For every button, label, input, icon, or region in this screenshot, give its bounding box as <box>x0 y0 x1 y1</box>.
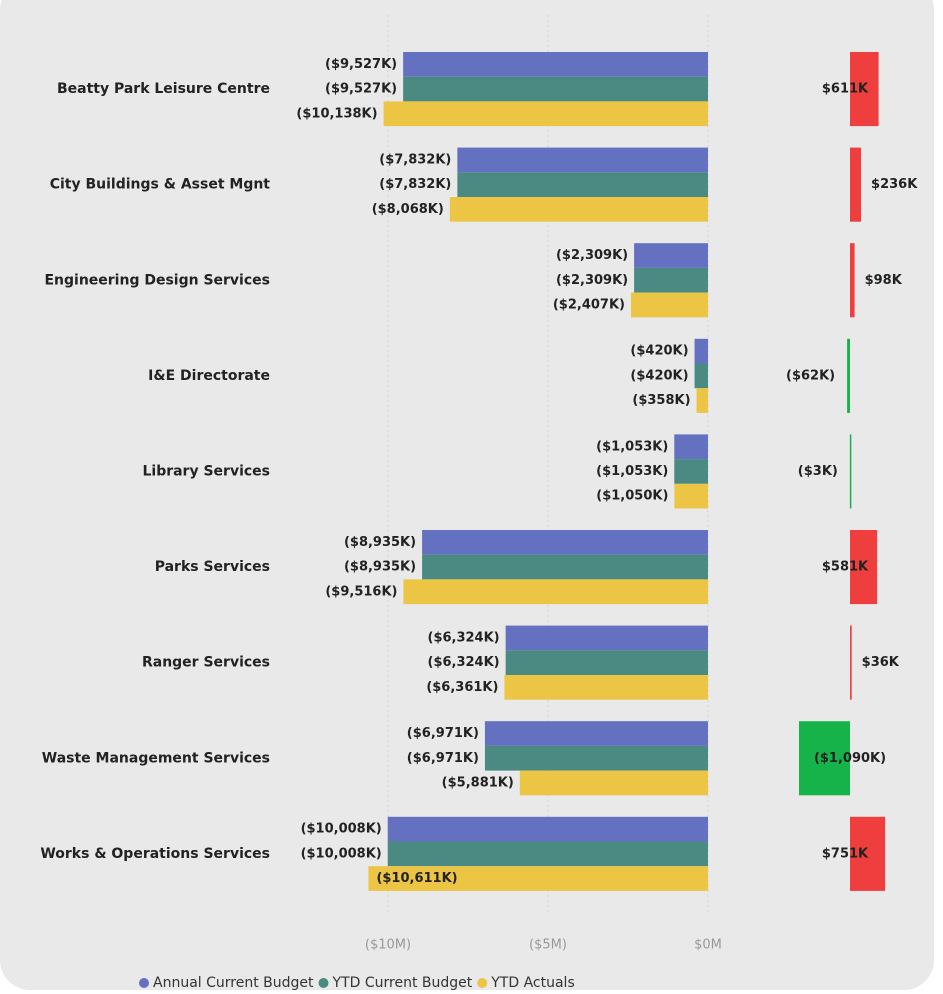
category-label: Engineering Design Services <box>44 272 270 288</box>
data-label: ($9,527K) <box>325 57 397 72</box>
data-label: ($10,008K) <box>301 822 382 837</box>
bar <box>505 625 708 651</box>
category-label: Library Services <box>142 463 270 479</box>
bar <box>422 554 708 580</box>
bar <box>634 243 708 268</box>
variance-label: ($3K) <box>798 464 838 479</box>
variance-label: $611K <box>822 82 869 97</box>
variance-label: $36K <box>862 655 900 670</box>
bar <box>484 745 708 771</box>
bar <box>519 770 708 796</box>
variance-bar <box>850 625 852 700</box>
variance-label: ($62K) <box>786 368 835 383</box>
bar <box>484 721 708 746</box>
data-label: ($10,008K) <box>301 846 382 861</box>
variance-bar <box>850 147 862 222</box>
legend-dot <box>477 978 488 988</box>
data-label: ($6,361K) <box>426 680 498 695</box>
data-label: ($6,971K) <box>407 751 479 766</box>
bar <box>630 292 708 318</box>
x-tick-label: ($5M) <box>529 938 567 953</box>
data-label: ($8,068K) <box>372 202 444 217</box>
data-label: ($6,324K) <box>428 655 500 670</box>
x-tick-label: $0M <box>694 938 722 953</box>
legend-dot <box>318 978 329 988</box>
variance-bar <box>847 338 850 413</box>
data-label: ($10,138K) <box>296 106 377 121</box>
data-label: ($5,881K) <box>442 775 514 790</box>
bar <box>403 579 708 605</box>
bar <box>422 530 708 555</box>
data-label: ($7,832K) <box>379 177 451 192</box>
bar <box>403 76 708 102</box>
legend-label: YTD Current Budget <box>332 975 473 991</box>
legend-label: Annual Current Budget <box>153 975 314 991</box>
data-label: ($7,832K) <box>379 152 451 167</box>
bar <box>674 459 708 484</box>
bar <box>694 363 708 389</box>
bar <box>694 338 708 364</box>
x-tick-label: ($10M) <box>365 938 411 953</box>
variance-bar <box>799 721 850 796</box>
bar <box>387 816 708 842</box>
data-label: ($8,935K) <box>344 535 416 550</box>
data-label: ($10,611K) <box>376 871 457 886</box>
variance-label: $98K <box>865 273 903 288</box>
data-label: ($1,053K) <box>596 464 668 479</box>
data-label: ($2,407K) <box>553 297 625 312</box>
category-label: Waste Management Services <box>42 750 270 766</box>
variance-bar <box>850 52 879 127</box>
bar <box>457 172 708 197</box>
bar <box>674 483 708 509</box>
bar <box>505 650 708 675</box>
data-label: ($8,935K) <box>344 560 416 575</box>
data-label: ($2,309K) <box>556 273 628 288</box>
bar <box>674 434 708 460</box>
variance-label: $751K <box>822 846 869 861</box>
variance-label: $581K <box>822 560 869 575</box>
bar <box>387 841 708 867</box>
category-label: City Buildings & Asset Mgnt <box>50 177 271 193</box>
bar <box>383 101 708 127</box>
variance-label: ($1,090K) <box>814 751 886 766</box>
variance-bar <box>850 816 886 891</box>
data-label: ($2,309K) <box>556 248 628 263</box>
bar <box>634 267 708 293</box>
data-label: ($9,527K) <box>325 82 397 97</box>
bar <box>696 388 708 413</box>
category-label: Parks Services <box>155 559 270 575</box>
variance-bar <box>849 434 852 509</box>
category-label: Beatty Park Leisure Centre <box>57 81 270 97</box>
bar <box>449 197 708 222</box>
variance-label: $236K <box>871 177 918 192</box>
variance-bar <box>850 530 878 605</box>
data-label: ($420K) <box>630 368 688 383</box>
data-label: ($6,971K) <box>407 726 479 741</box>
category-label: Works & Operations Services <box>40 846 270 862</box>
data-label: ($1,050K) <box>596 489 668 504</box>
data-label: ($358K) <box>632 393 690 408</box>
data-label: ($420K) <box>630 344 688 359</box>
data-label: ($1,053K) <box>596 439 668 454</box>
legend-label: YTD Actuals <box>490 975 575 991</box>
variance-bar <box>850 243 855 318</box>
bar <box>368 866 708 891</box>
data-label: ($9,516K) <box>325 584 397 599</box>
bar <box>504 675 708 700</box>
category-label: Ranger Services <box>142 655 270 671</box>
category-label: I&E Directorate <box>148 368 270 384</box>
bar <box>403 52 708 77</box>
data-label: ($6,324K) <box>428 630 500 645</box>
bar <box>457 147 708 173</box>
legend-dot <box>139 978 149 988</box>
